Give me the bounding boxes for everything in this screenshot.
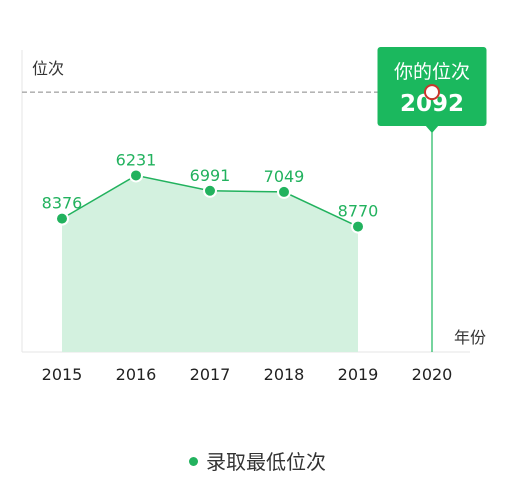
- data-label-2017: 6991: [190, 166, 231, 185]
- my-rank-marker: [424, 84, 440, 101]
- data-point-2016: [129, 168, 143, 183]
- data-label-2016: 6231: [116, 150, 157, 169]
- data-point-2017: [203, 183, 217, 198]
- series-area: [62, 175, 358, 352]
- legend: 录取最低位次: [0, 446, 515, 475]
- data-label-2018: 7049: [264, 167, 305, 186]
- x-tick-label-2016: 2016: [116, 365, 157, 384]
- callout-pointer: [425, 125, 439, 133]
- x-tick-label-2020: 2020: [412, 365, 453, 384]
- legend-label: 录取最低位次: [206, 450, 326, 474]
- data-point-2019: [351, 219, 365, 234]
- data-point-2015: [55, 211, 69, 226]
- x-tick-label-2017: 2017: [190, 365, 231, 384]
- data-point-2018: [277, 184, 291, 199]
- legend-dot-icon: [189, 457, 198, 466]
- x-axis-title: 年份: [454, 328, 486, 347]
- data-label-2015: 8376: [42, 194, 83, 213]
- callout-label: 你的位次: [394, 61, 470, 83]
- y-axis-title: 位次: [32, 59, 64, 78]
- x-tick-label-2019: 2019: [338, 365, 379, 384]
- x-tick-label-2018: 2018: [264, 365, 305, 384]
- data-label-2019: 8770: [338, 202, 379, 221]
- x-tick-label-2015: 2015: [42, 365, 83, 384]
